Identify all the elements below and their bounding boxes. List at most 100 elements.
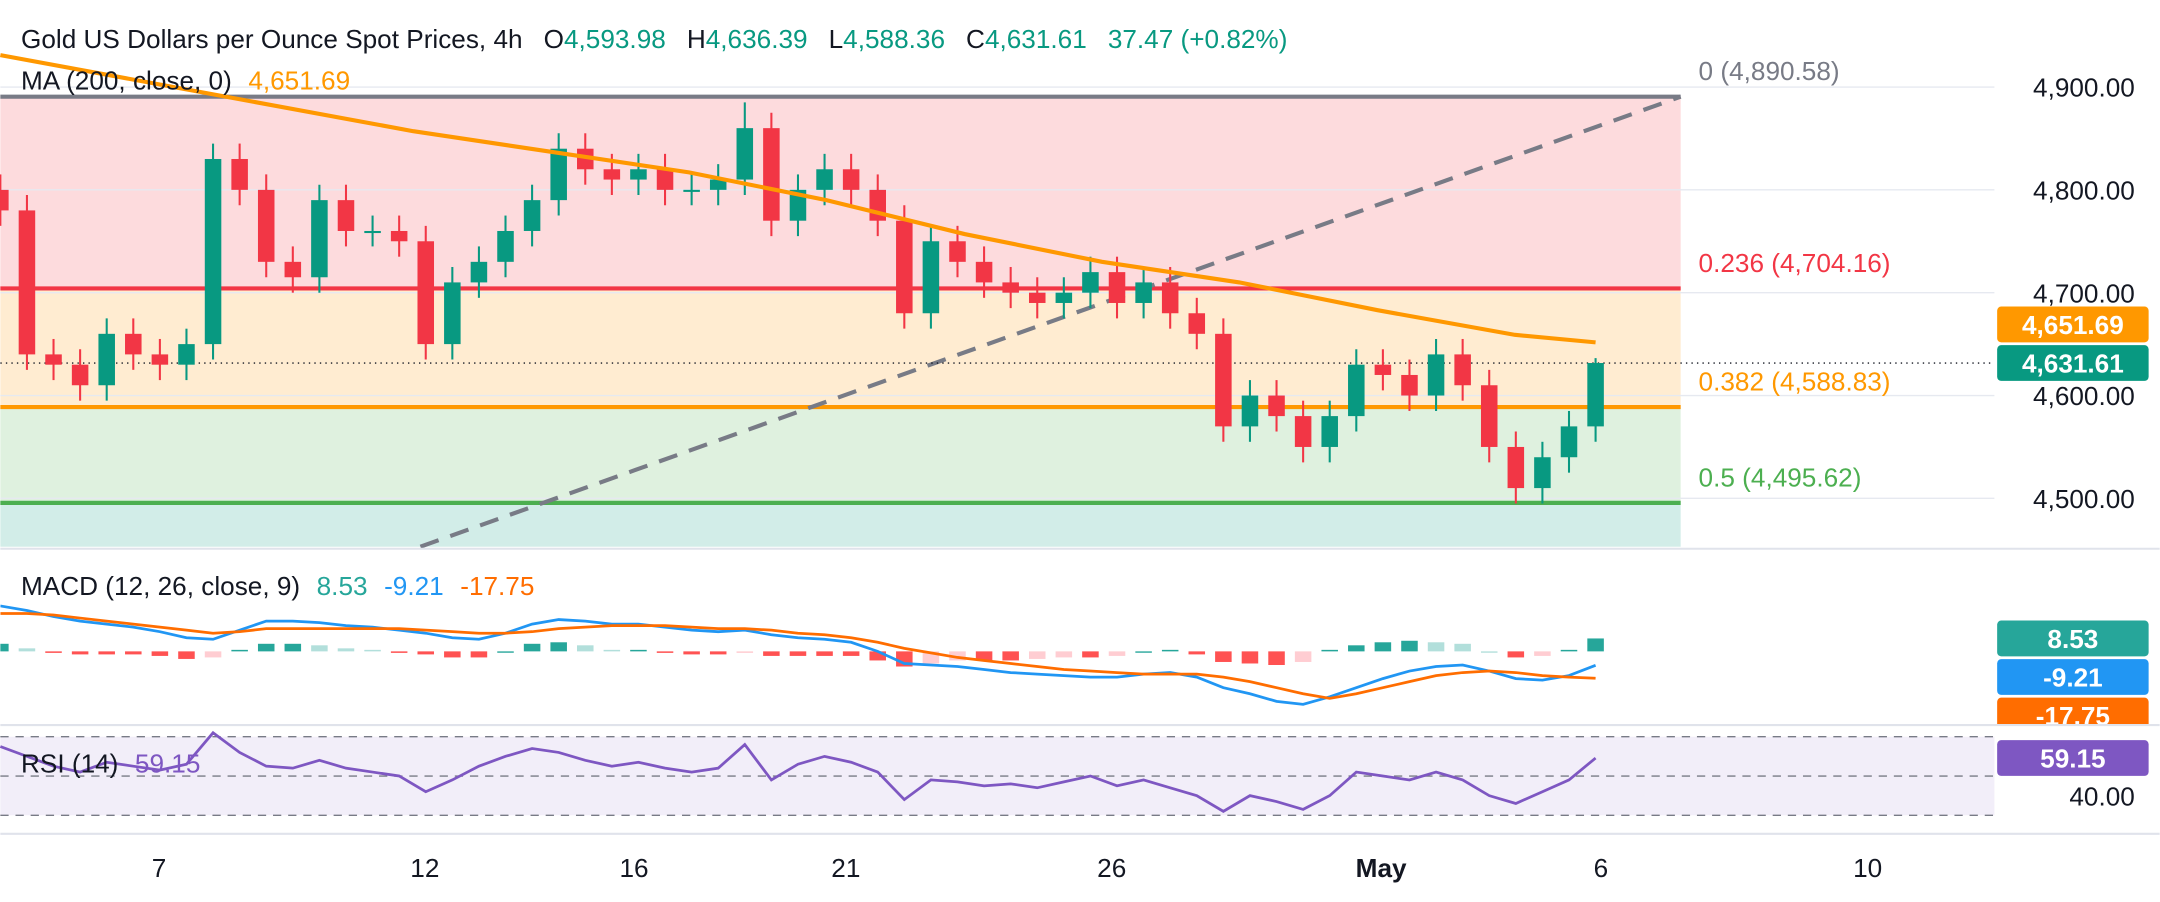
macd-histogram-bar [470, 651, 488, 658]
candle-body [1188, 313, 1206, 334]
macd-histogram-bar [1002, 651, 1019, 661]
candle-body [71, 364, 89, 386]
macd-histogram-bar [284, 643, 302, 652]
y-tick-label: 40.00 [2069, 781, 2134, 811]
signal-line [0, 612, 1596, 700]
macd-histogram-bar [550, 642, 567, 652]
macd-histogram-bar [789, 651, 807, 656]
ohlc-value: 4,593.98 [564, 24, 666, 54]
candle-body [656, 169, 674, 190]
ma-name: MA (200, close, 0) [21, 66, 232, 96]
candle-body [1321, 416, 1338, 447]
y-tick-label: 4,700.00 [2033, 278, 2135, 308]
fib-label: 0.236 (4,704.16) [1699, 248, 1891, 278]
candle-body [1454, 354, 1471, 386]
price-badge [1997, 306, 2149, 343]
candle-body [1480, 385, 1498, 447]
macd-title: MACD (12, 26, close, 9) [21, 571, 300, 601]
macd-histogram-bar [1268, 651, 1285, 665]
macd-pane: 8.53 -9.21 -17.75 [0, 604, 2149, 725]
macd-histogram-bar [949, 651, 966, 661]
macd-line [0, 604, 1597, 706]
candle-body [1082, 272, 1099, 293]
price-badge [1997, 659, 2149, 695]
ohlc-key: H [687, 24, 706, 54]
macd-histogram-bar [1135, 651, 1152, 653]
macd-histogram-bar [1215, 651, 1232, 662]
fib-label: 0.5 (4,495.62) [1699, 462, 1862, 492]
candle-body [337, 200, 355, 231]
macd-histogram-bar [1534, 651, 1551, 656]
macd-histogram-bar [603, 649, 621, 652]
rsi-line [0, 730, 1597, 813]
ohlc-value: 4,588.36 [843, 24, 945, 54]
candle-body [257, 189, 275, 262]
candle-body [497, 230, 514, 262]
macd-histogram-bar [71, 651, 89, 655]
candle-body [364, 230, 381, 234]
candle-body [1507, 446, 1525, 489]
candle-body [1108, 272, 1126, 303]
moving-average [0, 53, 1596, 345]
fib-band [0, 96, 1681, 289]
candle-body [1560, 426, 1578, 458]
macd-hist-value: 8.53 [317, 571, 368, 601]
x-tick-label: 16 [619, 853, 648, 883]
rsi-band-fill [0, 736, 1995, 816]
macd-histogram-bar [417, 651, 435, 655]
macd-histogram-bar [257, 643, 275, 652]
x-tick-label: May [1356, 853, 1407, 883]
macd-histogram-bar [98, 651, 115, 655]
macd-histogram-bar [1082, 651, 1099, 658]
price-badge-label: 4,651.69 [2022, 310, 2124, 340]
macd-histogram-bar [1454, 643, 1471, 652]
candle-body [1241, 395, 1259, 427]
rsi-title: RSI (14) [21, 749, 118, 779]
candle-body [523, 200, 541, 231]
fib-label: 0 (4,890.58) [1699, 56, 1840, 86]
candle-body [178, 344, 195, 365]
candle-body [98, 333, 115, 386]
macd-histogram-bar [364, 649, 381, 652]
candle-body [311, 200, 328, 278]
price-badge-label: 4,631.61 [2022, 349, 2124, 379]
candle-body [922, 241, 940, 314]
macd-histogram-bar [178, 651, 195, 659]
macd-histogram-bar [1348, 645, 1365, 652]
candle-body [1401, 374, 1418, 396]
price-badge [1997, 740, 2149, 776]
macd-histogram-bar [45, 651, 62, 653]
macd-histogram-bar [204, 651, 222, 658]
candle-body [603, 169, 621, 180]
macd-histogram-bar [444, 651, 461, 658]
candle-body [1135, 282, 1152, 303]
macd-histogram-bar [337, 648, 355, 652]
macd-histogram-bar [709, 651, 727, 655]
macd-histogram-bar [231, 649, 248, 652]
fib-label: 0.382 (4,588.83) [1699, 366, 1891, 396]
macd-histogram-bar [1161, 649, 1179, 652]
ohlc-key: O [544, 24, 564, 54]
fib-band [0, 288, 1681, 408]
macd-histogram-bar [523, 643, 541, 652]
candle-body [736, 128, 754, 180]
y-tick-label: 4,600.00 [2033, 381, 2135, 411]
trendline [419, 94, 1682, 549]
macd-histogram-bar [1028, 651, 1046, 659]
ohlc-key: L [829, 24, 844, 54]
macd-histogram-bar [1507, 651, 1525, 658]
macd-histogram-bar [816, 651, 833, 656]
macd-histogram-bar [497, 651, 514, 653]
ohlc-value: 4,636.39 [706, 24, 808, 54]
macd-histogram-bar [1055, 651, 1073, 658]
macd-histogram-bar [1321, 649, 1338, 652]
macd-histogram-bar [1560, 649, 1578, 652]
candle-body [1534, 457, 1551, 489]
change: 37.47 (+0.82%) [1108, 24, 1288, 54]
candle-body [1348, 364, 1365, 417]
macd-histogram-bar [842, 651, 860, 656]
macd-histogram-bar [1374, 642, 1392, 652]
candle-body [390, 230, 408, 242]
